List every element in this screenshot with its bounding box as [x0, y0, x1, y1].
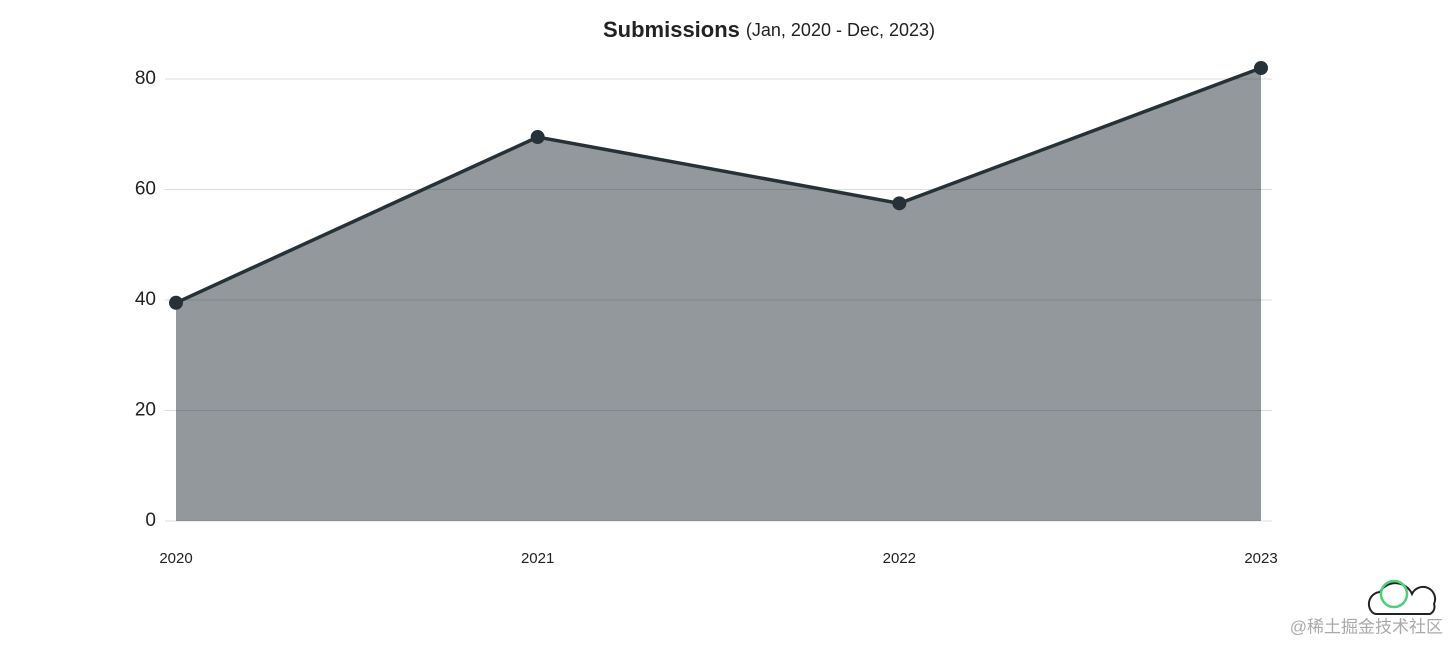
title: Submissions — [603, 17, 740, 42]
y-tick-label: 20 — [135, 400, 156, 421]
x-tick-label: 2022 — [883, 550, 916, 567]
area-fill — [176, 68, 1261, 521]
y-tick-label: 40 — [135, 289, 156, 310]
point — [892, 196, 907, 211]
y-tick-label: 60 — [135, 179, 156, 200]
point — [169, 295, 183, 310]
point — [530, 130, 545, 145]
x-tick-label: 2021 — [521, 550, 554, 567]
line — [175, 66, 1262, 305]
subtitle: (Jan, 2020 - Dec, 2023) — [746, 20, 935, 40]
logo — [1367, 579, 1437, 615]
watermark: @稀土掘金技术社区 — [1290, 617, 1443, 636]
y-tick-label: 80 — [135, 68, 156, 89]
x-tick-label: 2023 — [1244, 550, 1277, 567]
point — [1254, 61, 1268, 75]
x-tick-label: 2020 — [159, 550, 192, 567]
y-tick-label: 0 — [145, 510, 156, 531]
chart-title: Submissions (Jan, 2020 - Dec, 2023) — [603, 17, 935, 42]
